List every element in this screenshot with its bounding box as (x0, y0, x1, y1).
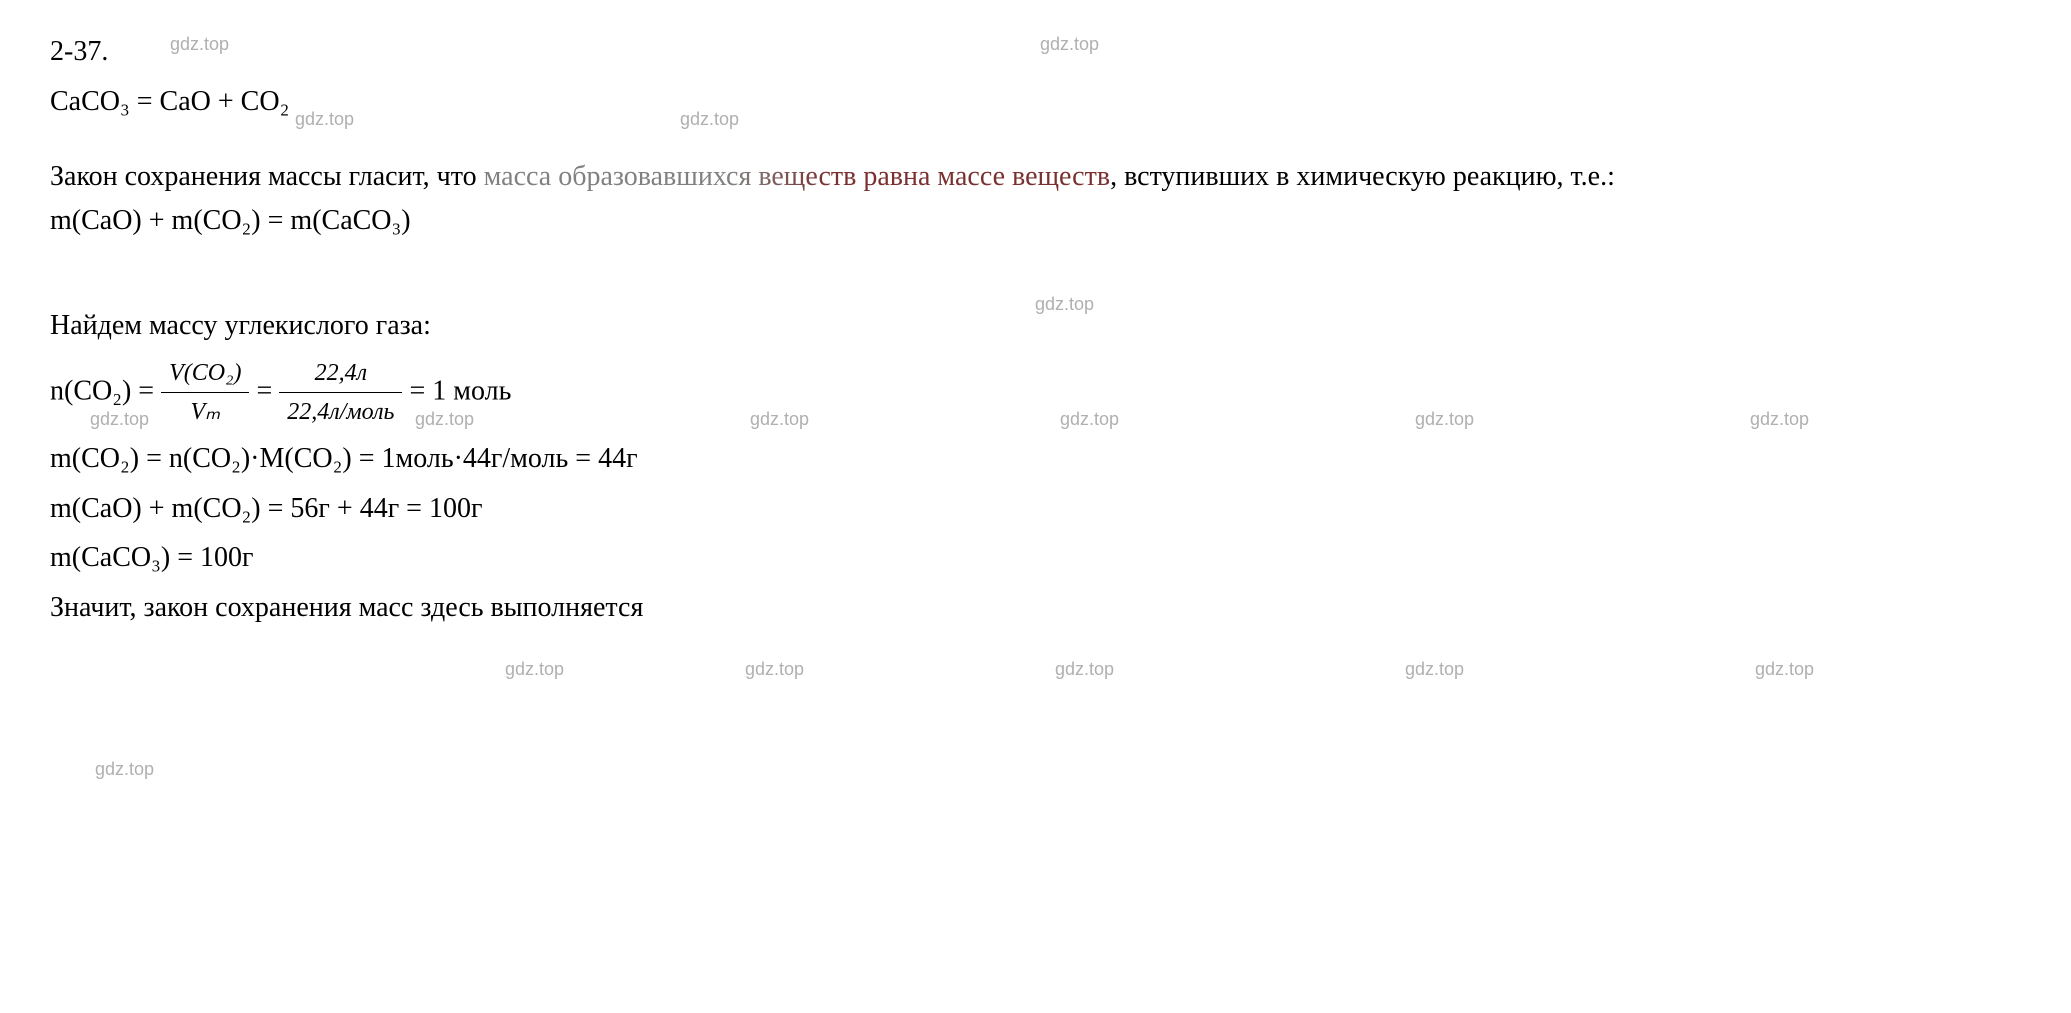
law-text-highlighted: масса образовавшихся веществ равна массе… (484, 161, 1110, 192)
fraction-volume: V(CO₂) Vₘ (161, 354, 249, 432)
m-co2-calculation: m(CO₂) = n(CO₂)·M(CO₂) = 1моль·44г/моль … (50, 437, 1950, 482)
conclusion: Значит, закон сохранения масс здесь выпо… (50, 586, 1950, 631)
fraction2-numerator: 22,4л (279, 354, 402, 393)
law-paragraph: Закон сохранения массы гласит, что масса… (50, 155, 1950, 245)
law-text-part3: , вступивших в химическую реакцию, т.е.: (1110, 161, 1615, 192)
fraction-values: 22,4л 22,4л/моль (279, 354, 402, 432)
watermark: gdz.top (1755, 655, 1814, 684)
watermark: gdz.top (1055, 655, 1114, 684)
problem-number: 2-37. (50, 30, 1950, 75)
m-sum-calculation: m(CaO) + m(CO₂) = 56г + 44г = 100г (50, 487, 1950, 532)
equals-1: = (256, 375, 279, 406)
watermark: gdz.top (1405, 655, 1464, 684)
fraction1-denominator: Vₘ (161, 393, 249, 431)
watermark: gdz.top (505, 655, 564, 684)
n-co2-calculation: n(CO₂) = V(CO₂) Vₘ = 22,4л 22,4л/моль = … (50, 354, 1950, 432)
fraction2-denominator: 22,4л/моль (279, 393, 402, 431)
law-text-part1: Закон сохранения массы гласит, что (50, 161, 484, 192)
fraction1-numerator: V(CO₂) (161, 354, 249, 393)
document-content: 2-37. CaCO₃ = CaO + CO₂ Закон сохранения… (50, 30, 1950, 631)
chemical-equation: CaCO₃ = CaO + CO₂ (50, 80, 1950, 125)
n-co2-result: = 1 моль (409, 375, 511, 406)
watermark: gdz.top (745, 655, 804, 684)
watermark: gdz.top (95, 755, 154, 784)
find-mass-label: Найдем массу углекислого газа: (50, 304, 1950, 349)
m-caco3-result: m(CaCO₃) = 100г (50, 536, 1950, 581)
mass-conservation-equation: m(CaO) + m(CO₂) = m(CaCO₃) (50, 199, 1950, 244)
n-co2-prefix: n(CO₂) = (50, 375, 161, 406)
